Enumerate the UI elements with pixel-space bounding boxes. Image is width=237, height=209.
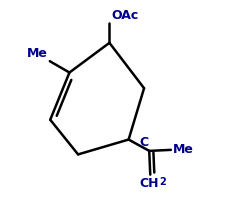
Text: CH: CH [140,177,159,190]
Text: C: C [139,136,148,149]
Text: Me: Me [173,143,193,156]
Text: 2: 2 [159,177,166,187]
Text: OAc: OAc [111,9,139,22]
Text: Me: Me [27,47,48,60]
